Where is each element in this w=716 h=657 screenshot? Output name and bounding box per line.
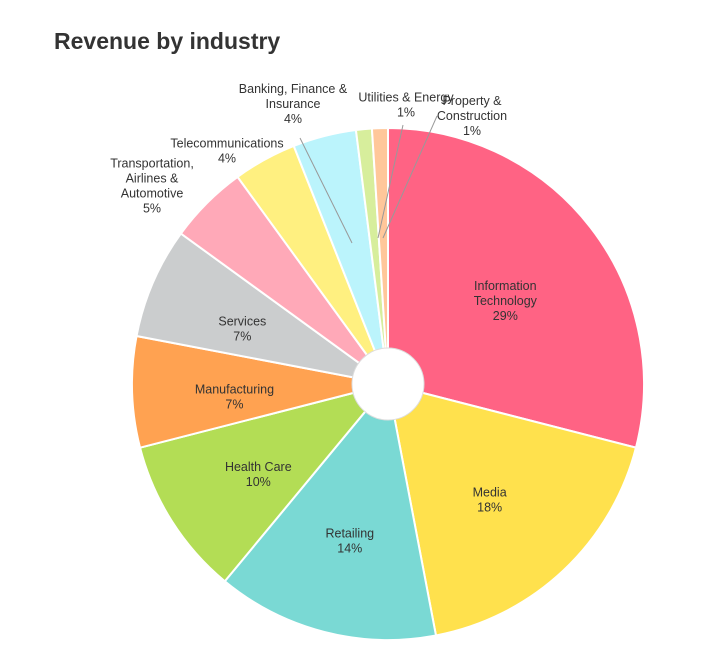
slice-name-label: Media — [473, 486, 507, 500]
slice-label-banking-finance-insurance: Banking, Finance & Insurance 4% — [239, 82, 348, 126]
slice-label-retailing: Retailing 14% — [325, 526, 374, 555]
slice-name-label: Services — [218, 314, 266, 328]
leader-line-property-construction — [382, 115, 438, 239]
slice-value-label: 4% — [284, 112, 302, 126]
slice-label-media: Media 18% — [473, 486, 507, 515]
slice-name-label: Utilities & Energy — [358, 91, 454, 105]
slice-name-label: Retailing — [325, 526, 374, 540]
slice-services — [135, 232, 389, 385]
slice-name-label: Airlines & — [126, 172, 179, 186]
slice-label-manufacturing: Manufacturing 7% — [195, 382, 274, 411]
slice-name-label: Transportation, — [110, 157, 194, 171]
slice-name-label: Construction — [437, 109, 507, 123]
slice-value-label: 1% — [397, 106, 415, 120]
slice-label-information-technology: Information Technology 29% — [474, 279, 538, 323]
leader-line-utilities-energy — [377, 124, 404, 239]
slice-name-label: Technology — [474, 294, 538, 308]
slice-value-label: 1% — [463, 124, 481, 138]
slice-labels: Information Technology 29% Media 18% Retailin… — [110, 82, 537, 555]
slice-value-label: 14% — [337, 541, 362, 555]
slice-manufacturing — [131, 334, 389, 449]
slice-information-technology — [387, 126, 645, 449]
slice-name-label: Telecommunications — [170, 137, 283, 151]
slice-label-health-care: Health Care 10% — [225, 460, 292, 489]
slice-name-label: Manufacturing — [195, 382, 274, 396]
slice-value-label: 7% — [225, 397, 243, 411]
slice-media — [386, 382, 638, 637]
slice-health-care — [138, 382, 391, 583]
slice-name-label: Banking, Finance & — [239, 82, 348, 96]
slice-name-label: Health Care — [225, 460, 292, 474]
slice-name-label: Insurance — [266, 97, 321, 111]
slice-property-construction — [370, 126, 389, 385]
leader-line-banking-finance-insurance — [299, 137, 353, 244]
slice-value-label: 5% — [143, 202, 161, 216]
chart-title: Revenue by industry — [54, 28, 281, 54]
slice-label-services: Services 7% — [218, 314, 266, 343]
slice-value-label: 29% — [493, 309, 518, 323]
slice-name-label: Information — [474, 279, 537, 293]
slice-value-label: 7% — [233, 329, 251, 343]
slice-label-utilities-energy: Utilities & Energy 1% — [358, 91, 454, 120]
slice-retailing — [223, 381, 438, 641]
slice-value-label: 4% — [218, 152, 236, 166]
slice-name-label: Property & — [442, 94, 502, 108]
slice-label-property-construction: Property & Construction 1% — [437, 94, 507, 138]
slice-name-label: Automotive — [121, 187, 184, 201]
donut-hole — [351, 347, 425, 421]
slice-label-transportation-airlines-automotive: Transportation, Airlines & Automotive 5% — [110, 157, 194, 216]
slice-value-label: 10% — [246, 475, 271, 489]
slice-value-label: 18% — [477, 501, 502, 515]
slice-label-telecommunications: Telecommunications 4% — [170, 137, 283, 166]
slices — [131, 126, 645, 641]
